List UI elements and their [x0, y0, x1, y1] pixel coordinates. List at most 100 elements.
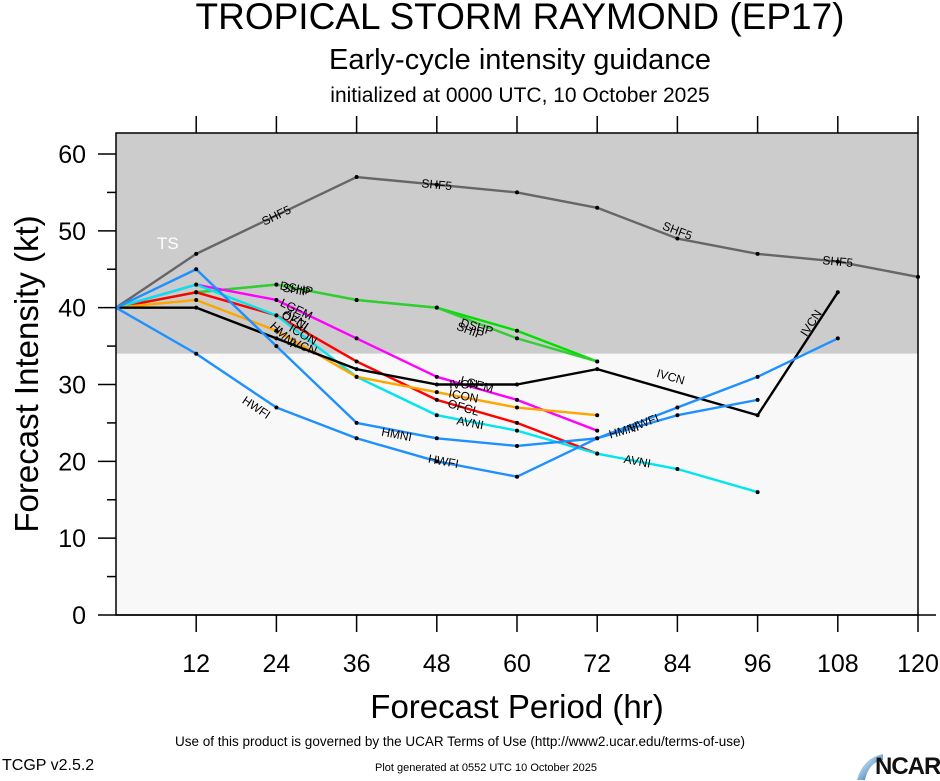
data-point-dshp	[515, 328, 519, 333]
data-point-avni	[675, 467, 680, 472]
data-point-lgem	[515, 397, 519, 402]
data-point-hwfi	[835, 336, 840, 341]
series-line-hwfi	[115, 306, 839, 478]
data-point-icon	[194, 297, 199, 302]
data-point-ship	[595, 359, 600, 364]
data-point-shf5	[515, 190, 519, 195]
series-label-avni: AVNI	[456, 413, 485, 432]
data-point-avni	[434, 413, 439, 418]
data-point-hwfi	[515, 474, 519, 479]
chart-title: TROPICAL STORM RAYMOND (EP17)	[195, 0, 845, 37]
plot-generated-time: Plot generated at 0552 UTC 10 October 20…	[375, 762, 597, 774]
data-point-ship	[274, 282, 279, 287]
data-point-ship	[354, 297, 359, 302]
x-tick-label: 96	[744, 650, 772, 678]
series-label-icon: ICON	[447, 386, 479, 405]
x-tick-label: 36	[343, 650, 371, 678]
data-point-ivcn	[755, 413, 760, 418]
data-point-shf5	[434, 182, 439, 187]
data-point-icon	[434, 390, 439, 395]
data-point-avni	[274, 313, 279, 318]
terms-of-use-notice: Use of this product is governed by the U…	[175, 734, 745, 749]
data-point-shf5	[595, 205, 600, 210]
data-point-icon	[515, 405, 519, 410]
data-point-lgem	[274, 297, 279, 302]
data-point-hmni	[354, 420, 359, 425]
data-point-hmni	[434, 436, 439, 441]
data-point-hmni	[515, 443, 519, 448]
y-tick-label: 20	[58, 448, 86, 476]
data-point-shf5	[675, 236, 680, 241]
data-point-lgem	[595, 428, 600, 433]
x-tick-label: 24	[262, 650, 290, 678]
series-line-shf5	[115, 175, 919, 309]
y-axis-label: Forecast Intensity (kt)	[8, 215, 45, 532]
x-tick-label: 48	[423, 650, 451, 678]
data-point-ivcn	[354, 367, 359, 372]
x-tick-label: 72	[583, 650, 611, 678]
data-point-ivcn	[274, 336, 279, 341]
chart-init-time: initialized at 0000 UTC, 10 October 2025	[330, 84, 710, 107]
y-tick-label: 30	[58, 372, 86, 400]
version-label: TCGP v2.5.2	[2, 757, 95, 774]
y-tick-label: 10	[58, 525, 86, 553]
data-point-hwfi	[274, 405, 279, 410]
x-tick-label: 120	[897, 650, 939, 678]
data-point-hwfi	[434, 459, 439, 464]
data-point-avni	[515, 428, 519, 433]
ncar-swoosh-icon	[857, 754, 883, 780]
x-axis-label: Forecast Period (hr)	[370, 688, 663, 725]
series-label-shf5: SHF5	[822, 253, 854, 270]
data-point-shf5	[354, 175, 359, 180]
data-point-ship	[515, 336, 519, 341]
data-point-hmni	[274, 344, 279, 349]
data-point-lgem	[354, 336, 359, 341]
data-point-hwfi	[354, 436, 359, 441]
ncar-logo: NCAR	[855, 752, 940, 780]
data-point-lgem	[434, 374, 439, 379]
td-intensity-band	[116, 353, 918, 615]
data-point-ofcl	[354, 359, 359, 364]
series-label-shf5: SHF5	[421, 176, 453, 193]
data-point-ofcl	[194, 290, 199, 295]
x-tick-label: 84	[663, 650, 691, 678]
data-point-ivcn	[835, 290, 840, 295]
y-tick-label: 50	[58, 218, 86, 246]
series-label-hmni: HMNI	[380, 425, 413, 444]
series-label-avni: AVNI	[623, 452, 652, 471]
y-tick-label: 60	[58, 141, 86, 169]
data-point-avni	[595, 451, 600, 456]
series-label-ivcn: IVCN	[449, 378, 478, 392]
data-point-ofcl	[515, 420, 519, 425]
series-label-dshp: DSHP	[279, 278, 314, 298]
data-point-hwfi	[595, 436, 600, 441]
data-point-hwfi	[675, 405, 680, 410]
data-point-hmni	[194, 267, 199, 272]
x-tick-label: 12	[182, 650, 210, 678]
y-tick-label: 40	[58, 295, 86, 323]
data-point-shf5	[194, 251, 199, 256]
data-point-ivcn	[515, 382, 519, 387]
data-point-avni	[755, 490, 760, 495]
data-point-avni	[194, 282, 199, 287]
data-point-hmni	[675, 413, 680, 418]
data-point-ivcn	[595, 367, 600, 372]
x-tick-label: 60	[503, 650, 531, 678]
data-point-icon	[274, 328, 279, 333]
series-label-hwfi: HWFI	[427, 452, 460, 471]
chart-subtitle: Early-cycle intensity guidance	[328, 44, 711, 76]
data-point-icon	[354, 374, 359, 379]
ts-intensity-band	[116, 133, 918, 354]
ts-band-label: TS	[157, 234, 179, 253]
series-label-ship: SHIP	[281, 280, 311, 299]
ncar-logo-text: NCAR	[875, 753, 940, 780]
data-point-shf5	[755, 251, 760, 256]
data-point-hwfi	[194, 351, 199, 356]
data-point-hwfi	[755, 374, 760, 379]
x-tick-label: 108	[817, 650, 859, 678]
data-point-shf5	[835, 259, 840, 264]
y-tick-label: 0	[72, 602, 86, 630]
data-point-ship	[434, 305, 439, 310]
data-point-hmni	[755, 397, 760, 402]
